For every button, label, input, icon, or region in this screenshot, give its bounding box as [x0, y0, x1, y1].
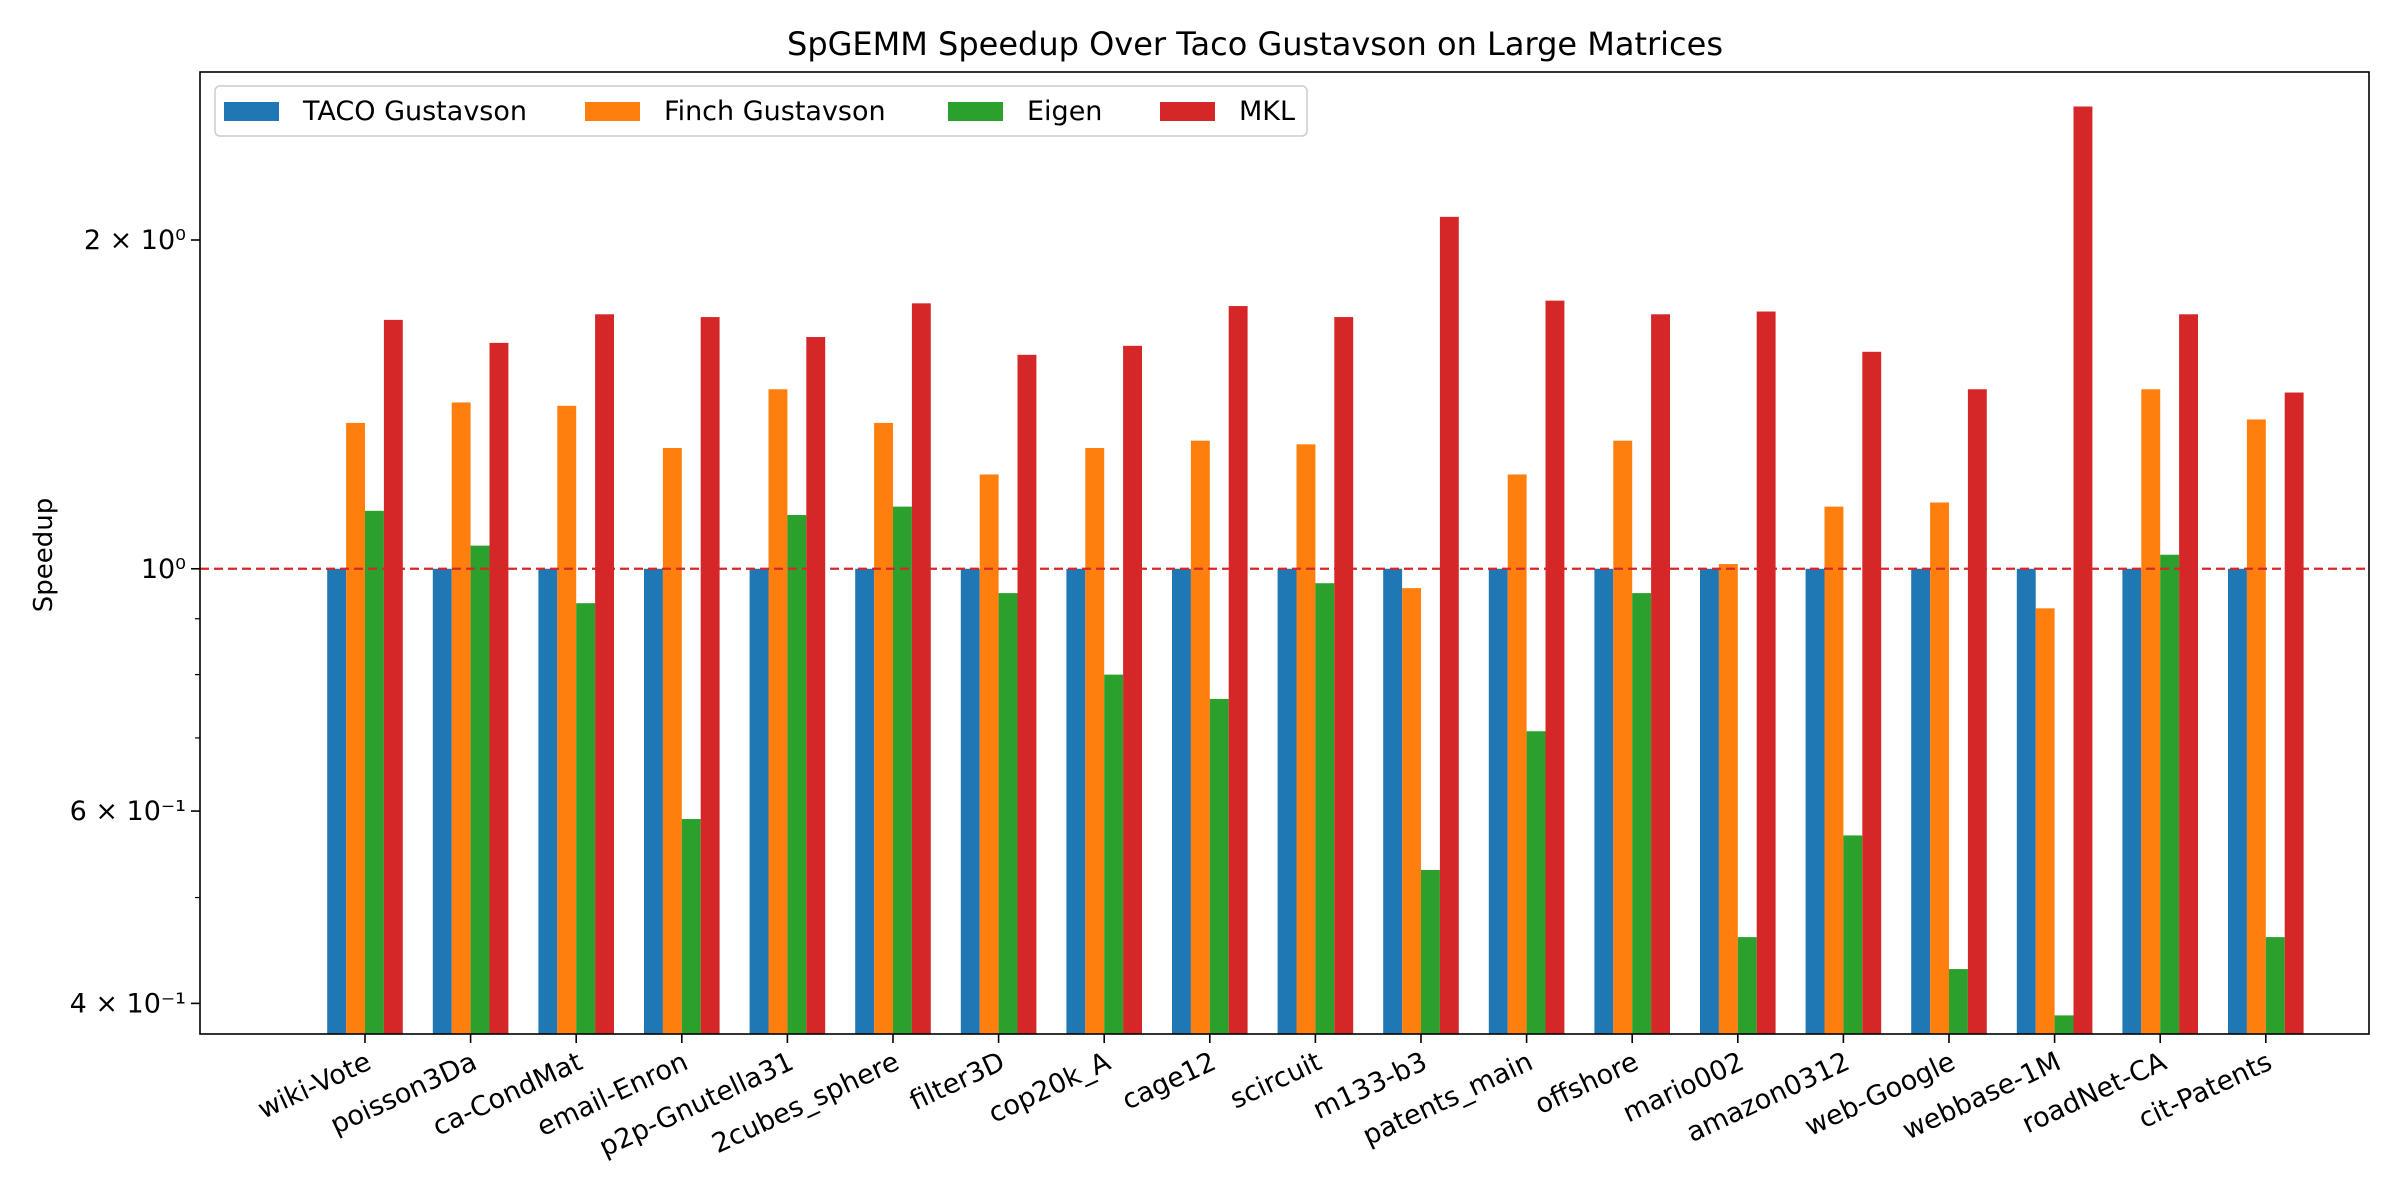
bar-finch-gustavson-patents_main — [1507, 474, 1527, 1034]
bars-layer — [327, 106, 2304, 1035]
bar-taco-gustavson-cit-Patents — [2228, 568, 2247, 1034]
bar-finch-gustavson-p2p-Gnutella31 — [768, 389, 788, 1034]
bar-mkl-wiki-Vote — [383, 319, 403, 1034]
bar-finch-gustavson-roadNet-CA — [2141, 389, 2161, 1034]
bar-mkl-p2p-Gnutella31 — [806, 337, 826, 1034]
bar-eigen-m133-b3 — [1421, 869, 1440, 1034]
bar-taco-gustavson-mario002 — [1700, 568, 1719, 1034]
bar-finch-gustavson-scircuit — [1296, 444, 1316, 1034]
legend-swatch — [585, 102, 640, 121]
bar-eigen-webbase-1M — [2054, 1015, 2074, 1034]
plot-frame — [199, 71, 2370, 1035]
bar-eigen-scircuit — [1315, 583, 1335, 1034]
x-tick-label: 2cubes_sphere — [707, 1046, 904, 1160]
bar-mkl-webbase-1M — [2073, 106, 2093, 1034]
legend-box — [214, 85, 1308, 137]
bar-finch-gustavson-cop20k_A — [1085, 447, 1105, 1034]
bar-mkl-amazon0312 — [1862, 351, 1882, 1034]
bar-finch-gustavson-2cubes_sphere — [874, 422, 893, 1034]
bar-mkl-m133-b3 — [1439, 216, 1459, 1035]
bar-eigen-cit-Patents — [2265, 937, 2285, 1034]
bar-finch-gustavson-mario002 — [1718, 564, 1738, 1034]
bar-eigen-2cubes_sphere — [893, 506, 912, 1034]
bar-mkl-web-Google — [1967, 389, 1987, 1034]
bar-finch-gustavson-webbase-1M — [2035, 608, 2055, 1034]
bar-finch-gustavson-offshore — [1613, 440, 1633, 1034]
bar-mkl-roadNet-CA — [2179, 314, 2198, 1034]
bar-mkl-patents_main — [1545, 300, 1565, 1034]
y-tick-label: 2 × 10⁰ — [84, 225, 186, 256]
bar-eigen-roadNet-CA — [2160, 554, 2180, 1034]
bar-eigen-amazon0312 — [1843, 835, 1863, 1034]
y-tick-label: 4 × 10⁻¹ — [70, 988, 186, 1019]
bar-finch-gustavson-web-Google — [1930, 502, 1949, 1035]
bar-mkl-email-Enron — [700, 317, 720, 1035]
bar-taco-gustavson-wiki-Vote — [327, 568, 347, 1034]
bar-taco-gustavson-email-Enron — [644, 568, 663, 1034]
bar-taco-gustavson-patents_main — [1488, 568, 1508, 1034]
legend-swatch — [948, 102, 1003, 121]
bar-mkl-scircuit — [1334, 317, 1354, 1035]
bar-finch-gustavson-m133-b3 — [1402, 588, 1421, 1034]
bar-eigen-poisson3Da — [470, 545, 490, 1034]
bar-eigen-web-Google — [1949, 969, 1968, 1034]
bar-finch-gustavson-email-Enron — [662, 447, 682, 1034]
legend-label: TACO Gustavson — [302, 96, 527, 127]
bar-finch-gustavson-filter3D — [979, 474, 999, 1034]
x-tick-label: cage12 — [1117, 1046, 1220, 1116]
bar-taco-gustavson-cop20k_A — [1066, 568, 1086, 1034]
legend-swatch — [1160, 102, 1215, 121]
bar-eigen-patents_main — [1526, 731, 1546, 1034]
bar-eigen-p2p-Gnutella31 — [787, 515, 807, 1034]
bar-taco-gustavson-filter3D — [960, 568, 980, 1034]
y-tick-label: 10⁰ — [141, 554, 186, 585]
bar-mkl-offshore — [1651, 314, 1670, 1034]
bar-taco-gustavson-webbase-1M — [2016, 568, 2036, 1034]
bar-eigen-cop20k_A — [1104, 674, 1124, 1034]
legend-swatch — [224, 102, 279, 121]
chart-title: SpGEMM Speedup Over Taco Gustavson on La… — [787, 25, 1723, 63]
bar-finch-gustavson-poisson3Da — [451, 402, 471, 1034]
x-tick-label: cop20k_A — [984, 1046, 1116, 1129]
bar-taco-gustavson-ca-CondMat — [538, 568, 558, 1034]
bar-taco-gustavson-scircuit — [1277, 568, 1297, 1034]
bar-mkl-filter3D — [1017, 354, 1037, 1034]
bar-taco-gustavson-2cubes_sphere — [855, 568, 875, 1034]
legend-label: MKL — [1239, 96, 1295, 127]
legend-label: Eigen — [1027, 96, 1102, 127]
bar-eigen-mario002 — [1737, 937, 1757, 1034]
bar-mkl-mario002 — [1756, 311, 1776, 1034]
bar-eigen-ca-CondMat — [576, 603, 596, 1034]
bar-eigen-wiki-Vote — [365, 510, 384, 1034]
y-axis-label: Speedup — [29, 498, 59, 613]
y-tick-label: 6 × 10⁻¹ — [70, 796, 186, 827]
legend: TACO Gustavson Finch Gustavson Eigen MKL — [214, 85, 1308, 137]
bar-mkl-ca-CondMat — [595, 314, 614, 1034]
bar-eigen-email-Enron — [681, 819, 701, 1034]
bar-finch-gustavson-cit-Patents — [2246, 419, 2266, 1034]
bar-mkl-2cubes_sphere — [911, 303, 931, 1035]
bar-mkl-poisson3Da — [489, 342, 509, 1034]
bar-taco-gustavson-offshore — [1594, 568, 1614, 1034]
bar-finch-gustavson-cage12 — [1190, 440, 1210, 1034]
bar-finch-gustavson-amazon0312 — [1824, 506, 1844, 1034]
bar-taco-gustavson-amazon0312 — [1805, 568, 1825, 1034]
bar-taco-gustavson-roadNet-CA — [2122, 568, 2142, 1034]
bar-eigen-cage12 — [1209, 698, 1229, 1034]
bar-eigen-filter3D — [998, 593, 1018, 1034]
bar-finch-gustavson-ca-CondMat — [557, 405, 577, 1034]
bar-eigen-offshore — [1632, 593, 1652, 1034]
bar-taco-gustavson-poisson3Da — [432, 568, 452, 1034]
bar-taco-gustavson-m133-b3 — [1383, 568, 1403, 1034]
bar-finch-gustavson-wiki-Vote — [346, 422, 365, 1034]
bar-taco-gustavson-cage12 — [1172, 568, 1191, 1034]
bar-mkl-cit-Patents — [2284, 392, 2304, 1034]
bar-taco-gustavson-p2p-Gnutella31 — [749, 568, 769, 1034]
legend-label: Finch Gustavson — [664, 96, 886, 127]
bar-mkl-cop20k_A — [1123, 345, 1142, 1035]
bar-mkl-cage12 — [1228, 306, 1248, 1034]
bar-taco-gustavson-web-Google — [1911, 568, 1931, 1034]
